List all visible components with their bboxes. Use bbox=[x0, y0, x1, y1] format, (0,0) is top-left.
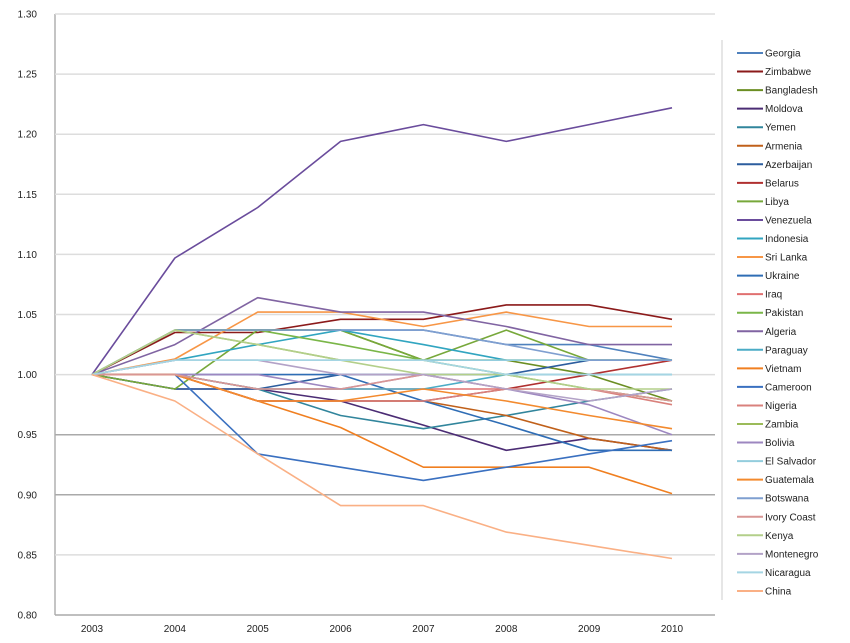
legend-label: Azerbaijan bbox=[765, 160, 812, 171]
legend-label: Botswana bbox=[765, 494, 809, 505]
series-line-nicaragua bbox=[91, 359, 672, 376]
y-tick-label: 1.25 bbox=[18, 70, 38, 81]
series-line-pakistan bbox=[91, 329, 673, 402]
legend-label: Paraguay bbox=[765, 345, 808, 356]
x-tick-label: 2004 bbox=[164, 624, 187, 635]
legend-label: Zambia bbox=[765, 420, 799, 431]
y-tick-label: 1.10 bbox=[18, 250, 38, 261]
series-line-ivory-coast bbox=[92, 373, 673, 402]
series-line-kenya bbox=[91, 329, 672, 390]
x-tick-label: 2010 bbox=[661, 624, 684, 635]
legend-label: Bangladesh bbox=[765, 86, 818, 97]
legend-label: Pakistan bbox=[765, 308, 803, 319]
legend-label: Iraq bbox=[765, 290, 782, 301]
x-tick-label: 2003 bbox=[81, 624, 104, 635]
legend-label: Algeria bbox=[765, 327, 797, 338]
legend-label: Moldova bbox=[765, 104, 803, 115]
legend-label: Nicaragua bbox=[765, 568, 811, 579]
x-tick-label: 2006 bbox=[329, 624, 352, 635]
series-line-cameroon bbox=[92, 373, 673, 482]
legend-label: Yemen bbox=[765, 123, 796, 134]
legend-label: Georgia bbox=[765, 49, 801, 60]
legend-label: China bbox=[765, 586, 792, 597]
y-axis: 0.80 0.85 0.90 0.95 1.00 1.05 1.10 1.15 1.20 1.25… bbox=[18, 10, 38, 622]
y-tick-label: 0.80 bbox=[18, 611, 38, 622]
series-line-botswana bbox=[91, 329, 672, 376]
y-tick-label: 1.20 bbox=[18, 130, 38, 141]
legend-label: Kenya bbox=[765, 531, 794, 542]
legend-label: Vietnam bbox=[765, 364, 802, 375]
y-tick-label: 0.90 bbox=[18, 490, 38, 501]
legend-label: Cameroon bbox=[765, 382, 812, 393]
legend-label: Armenia bbox=[765, 141, 803, 152]
series-line-venezuela bbox=[91, 107, 673, 376]
legend-label: Montenegro bbox=[765, 549, 819, 560]
y-tick-label: 0.85 bbox=[18, 550, 38, 561]
series-line-bangladesh bbox=[91, 329, 673, 402]
series-line-sri-lanka bbox=[91, 311, 672, 376]
series-line-algeria bbox=[91, 296, 672, 376]
y-tick-label: 1.30 bbox=[18, 10, 38, 21]
x-tick-label: 2008 bbox=[495, 624, 518, 635]
legend-label: Ivory Coast bbox=[765, 512, 816, 523]
x-tick-label: 2007 bbox=[412, 624, 435, 635]
series-line-zimbabwe bbox=[91, 304, 673, 376]
y-tick-label: 1.15 bbox=[18, 190, 38, 201]
y-tick-label: 1.05 bbox=[18, 310, 38, 321]
legend-label: Venezuela bbox=[765, 215, 812, 226]
legend-label: Ukraine bbox=[765, 271, 800, 282]
legend: Georgia Zimbabwe Bangladesh Moldova Yemen Arm… bbox=[721, 40, 819, 600]
legend-label: Belarus bbox=[765, 178, 799, 189]
legend-label: Indonesia bbox=[765, 234, 809, 245]
legend-label: Sri Lanka bbox=[765, 253, 808, 264]
y-tick-label: 1.00 bbox=[18, 370, 38, 381]
series-lines bbox=[91, 107, 673, 560]
legend-label: Zimbabwe bbox=[765, 67, 812, 78]
legend-label: Libya bbox=[765, 197, 789, 208]
x-axis: 2003 2004 2005 2006 2007 2008 2009 2010 bbox=[81, 624, 684, 635]
legend-label: Bolivia bbox=[765, 438, 795, 449]
gridlines bbox=[54, 13, 715, 616]
y-tick-label: 0.95 bbox=[18, 430, 38, 441]
series-line-bolivia bbox=[92, 373, 673, 436]
x-tick-label: 2005 bbox=[247, 624, 270, 635]
series-line-china bbox=[91, 373, 673, 560]
legend-label: Nigeria bbox=[765, 401, 797, 412]
legend-label: El Salvador bbox=[765, 457, 817, 468]
series-line-guatemala bbox=[92, 373, 673, 430]
x-tick-label: 2009 bbox=[578, 624, 601, 635]
legend-label: Guatemala bbox=[765, 475, 814, 486]
